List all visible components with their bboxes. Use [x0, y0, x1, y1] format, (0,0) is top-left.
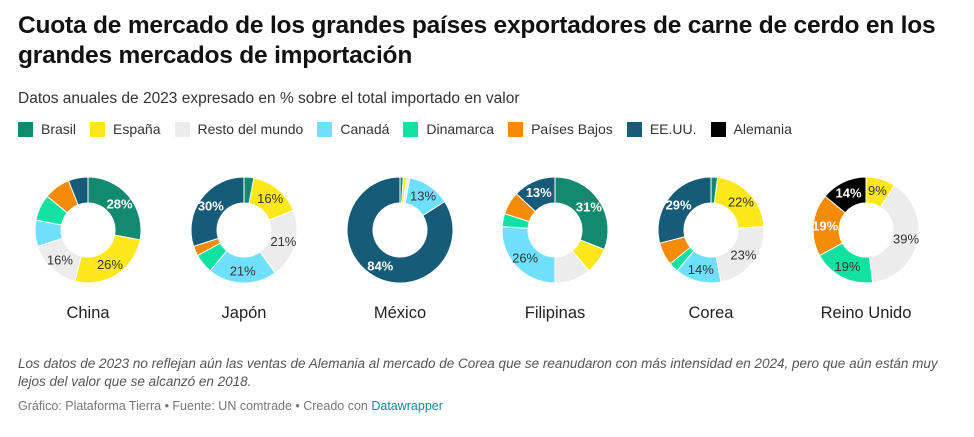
slice-value-label: 19%	[834, 259, 860, 274]
datawrapper-link[interactable]: Datawrapper	[371, 399, 443, 413]
donut-svg: 9% 39% 19% 19% 14%	[812, 176, 920, 284]
legend-swatch	[626, 121, 642, 137]
slice-value-label: 13%	[410, 189, 436, 204]
legend-label: España	[113, 121, 161, 137]
donut-slice-ee-uu-	[67, 176, 89, 206]
chart-subtitle: Datos anuales de 2023 expresado en % sob…	[18, 90, 520, 107]
legend-item: Países Bajos	[508, 121, 613, 137]
legend-item: Dinamarca	[403, 121, 494, 137]
donut-svg: 16% 21% 21% 30%	[190, 176, 298, 284]
legend-swatch	[90, 121, 106, 137]
legend-label: Brasil	[41, 121, 77, 137]
donut-slice-ee-uu-	[190, 176, 245, 248]
legend-item: Resto del mundo	[174, 121, 304, 137]
chart-label: México	[373, 304, 427, 322]
chart-label: Corea	[688, 304, 734, 322]
slice-value-label: 23%	[730, 248, 756, 263]
donut-svg: 13% 84%	[346, 176, 454, 284]
slice-value-label: 26%	[512, 251, 538, 266]
legend-swatch	[508, 121, 524, 137]
legend-swatch	[710, 121, 726, 137]
legend-swatch	[317, 121, 333, 137]
chart-label: China	[66, 304, 110, 322]
slice-value-label: 9%	[868, 183, 887, 198]
donut-slice-brasil	[554, 176, 609, 251]
chart-label: Reino Unido	[820, 304, 912, 322]
legend-swatch	[18, 121, 33, 137]
donut-chart-japon: 16% 21% 21% 30% Japón	[164, 170, 324, 323]
donut-slice-ee-uu-	[657, 176, 712, 244]
slice-value-label: 19%	[812, 219, 838, 234]
donut-svg: 28% 26% 16%	[34, 176, 142, 284]
donut-chart-mexico: 13% 84% México	[320, 170, 480, 323]
donut-chart-reino-unido: 9% 39% 19% 19% 14% Reino Unido	[786, 170, 946, 323]
slice-value-label: 39%	[893, 231, 919, 246]
slice-value-label: 26%	[97, 257, 123, 272]
slice-value-label: 16%	[47, 252, 73, 267]
slice-value-label: 14%	[688, 262, 714, 277]
donut-charts-row: 28% 26% 16% China 16% 21% 21% 30% Japón 13% 84…	[0, 170, 974, 330]
legend-label: Países Bajos	[531, 121, 613, 137]
donut-slice-alemania	[824, 176, 867, 214]
donut-chart-china: 28% 26% 16% China	[8, 170, 168, 323]
donut-slice-brasil	[87, 176, 142, 241]
donut-slice-ee-uu-	[515, 176, 556, 213]
slice-value-label: 30%	[198, 198, 224, 213]
legend-item: Canadá	[317, 121, 389, 137]
legend-swatch	[403, 121, 419, 137]
chart-label: Filipinas	[524, 304, 586, 322]
chart-footer: Gráfico: Plataforma Tierra • Fuente: UN …	[18, 399, 443, 413]
chart-title: Cuota de mercado de los grandes países e…	[18, 12, 936, 69]
slice-value-label: 21%	[270, 234, 296, 249]
footer-credits: Gráfico: Plataforma Tierra • Fuente: UN …	[18, 399, 372, 413]
slice-value-label: 14%	[836, 185, 862, 200]
slice-value-label: 16%	[257, 191, 283, 206]
slice-value-label: 21%	[230, 263, 256, 278]
legend-item: Brasil	[18, 121, 76, 137]
chart-label: Japón	[221, 304, 267, 322]
legend-label: Resto del mundo	[197, 121, 304, 137]
legend-item: España	[90, 121, 161, 137]
slice-value-label: 31%	[576, 199, 602, 214]
slice-value-label: 28%	[107, 196, 133, 211]
slice-value-label: 84%	[367, 258, 393, 273]
slice-value-label: 13%	[526, 185, 552, 200]
legend-label: Alemania	[733, 121, 792, 137]
legend: Brasil España Resto del mundo Canadá Din…	[18, 121, 806, 137]
chart-note: Los datos de 2023 no reflejan aún las ve…	[18, 356, 938, 389]
donut-chart-filipinas: 31% 26% 13% Filipinas	[475, 170, 635, 323]
donut-svg: 31% 26% 13%	[501, 176, 609, 284]
legend-label: EE.UU.	[649, 121, 697, 137]
donut-slice-ee-uu-	[346, 176, 454, 284]
slice-value-label: 22%	[728, 194, 754, 209]
donut-svg: 22% 23% 14% 29%	[657, 176, 765, 284]
legend-item: Alemania	[710, 121, 792, 137]
legend-label: Dinamarca	[426, 121, 495, 137]
legend-swatch	[174, 121, 190, 137]
donut-slice-resto-del-mundo	[868, 184, 920, 284]
donut-chart-corea: 22% 23% 14% 29% Corea	[631, 170, 791, 323]
slice-value-label: 29%	[666, 197, 692, 212]
legend-label: Canadá	[340, 121, 390, 137]
legend-item: EE.UU.	[626, 121, 697, 137]
